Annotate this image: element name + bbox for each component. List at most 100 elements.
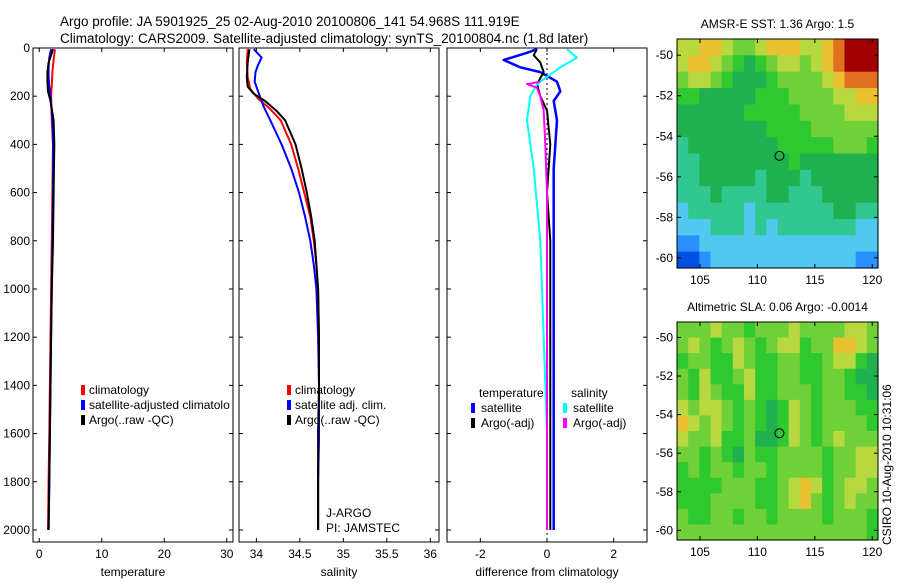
sla_map-cell <box>822 524 834 541</box>
sla_map-cell <box>766 508 779 526</box>
sst_map-cell <box>822 39 834 56</box>
sla_map-ytick-label: -50 <box>656 330 674 344</box>
sla_map-cell <box>777 493 790 510</box>
sst_map-cell <box>699 218 712 236</box>
sla_map-cell <box>766 446 779 463</box>
temperature-ytick-label: 1400 <box>3 378 30 392</box>
sst_map-cell <box>811 71 823 89</box>
temperature-ytick-label: 800 <box>10 234 30 248</box>
sla_map-cell <box>744 384 756 401</box>
sst_map-cell <box>777 88 790 106</box>
sla_map-cell <box>811 431 823 448</box>
sst_map-cell <box>721 120 734 138</box>
sst_map-cell <box>766 88 779 106</box>
sla_map-cell <box>811 322 823 339</box>
sst_map-ytick-label: -60 <box>656 251 674 265</box>
sst_map-cell <box>866 251 879 269</box>
sla_map-cell <box>766 493 779 510</box>
sla_map-cell <box>721 322 734 339</box>
difference-xtick-label: 0 <box>544 547 551 561</box>
difference-legend-label: satellite <box>573 401 614 415</box>
sla_map-cell <box>788 462 801 479</box>
sla_map-cell <box>766 431 779 448</box>
sst_map-cell <box>855 186 868 204</box>
sst_map-cell <box>822 137 834 155</box>
sla_map-title: Altimetric SLA: 0.06 Argo: -0.0014 <box>687 300 868 314</box>
sst_map-cell <box>732 137 745 155</box>
sla_map-cell <box>721 415 734 432</box>
difference-xlabel: difference from climatology <box>475 565 618 579</box>
sla_map-cell <box>822 384 834 401</box>
sla_map-cell <box>688 508 700 526</box>
sst_map-cell <box>788 88 801 106</box>
sla_map-cell <box>688 431 700 448</box>
sla_map-cell <box>710 446 723 463</box>
sst_map-cell <box>833 218 846 236</box>
sla_map-cell <box>688 462 700 479</box>
sla_map-cell <box>844 493 857 510</box>
sst_map-cell <box>710 251 723 269</box>
sla_map-cell <box>788 493 801 510</box>
sla_map-cell <box>677 508 689 526</box>
sla_map-cell <box>710 415 723 432</box>
sst_map-cell <box>710 202 723 220</box>
sla_map-cell <box>677 384 689 401</box>
sla_map-cell <box>777 368 790 385</box>
sst_map-cell <box>755 202 767 220</box>
sst_map-cell <box>777 137 790 155</box>
difference-series-temperature-argo-adj- <box>532 48 552 530</box>
sla_map-xtick-label: 120 <box>862 545 882 559</box>
sst_map-cell <box>699 88 712 106</box>
sst_map-cell <box>833 137 846 155</box>
sla_map-cell <box>855 384 868 401</box>
sla_map-cell <box>732 477 745 494</box>
temperature-legend-label: satellite-adjusted climatolo <box>89 398 230 412</box>
sla_map-cell <box>732 322 745 339</box>
sla_map-cell <box>755 415 767 432</box>
sst_map-cell <box>844 186 857 204</box>
sst_map-cell <box>866 88 879 106</box>
sla_map-cell <box>866 384 879 401</box>
sla_map-cell <box>732 462 745 479</box>
sst_map-cell <box>744 71 756 89</box>
sst_map-ytick-label: -54 <box>656 129 674 143</box>
sla_map-cell <box>710 462 723 479</box>
sla_map-cell <box>721 493 734 510</box>
sla_map-cell <box>755 431 767 448</box>
sst_map-cell <box>688 235 700 253</box>
sst_map-cell <box>710 71 723 89</box>
sst_map-cell <box>799 104 812 122</box>
sst_map-cell <box>710 186 723 204</box>
sst_map-cell <box>855 137 868 155</box>
sla_map-ytick-label: -56 <box>656 446 674 460</box>
sst_map-cell <box>822 120 834 138</box>
sla_map-cell <box>855 353 868 370</box>
sla_map-cell <box>710 337 723 354</box>
sst_map-cell <box>811 202 823 220</box>
sla_map-cell <box>677 462 689 479</box>
sla_map-cell <box>855 524 868 541</box>
salinity-xtick-label: 36 <box>424 547 438 561</box>
sla_map-cell <box>699 353 712 370</box>
sla_map-cell <box>866 353 879 370</box>
sst_map-cell <box>755 39 767 56</box>
sla_map-cell <box>811 493 823 510</box>
sst_map-cell <box>844 235 857 253</box>
sla_map-cell <box>855 322 868 339</box>
sst_map-cell <box>811 137 823 155</box>
sst_map-cell <box>811 153 823 171</box>
figure-title-line2: Climatology: CARS2009. Satellite-adjuste… <box>60 31 588 46</box>
sst_map-cell <box>744 120 756 138</box>
difference-xtick-label: -2 <box>475 547 486 561</box>
sla_map-cell <box>788 368 801 385</box>
sla_map-cell <box>844 368 857 385</box>
sst_map-cell <box>844 218 857 236</box>
sst_map-cell <box>811 88 823 106</box>
sla_map-cell <box>710 353 723 370</box>
sla_map-cell <box>755 399 767 417</box>
sst_map-cell <box>766 71 779 89</box>
sst_map-cell <box>788 39 801 56</box>
temperature-legend-label: climatology <box>89 383 149 397</box>
sst_map-cell <box>766 137 779 155</box>
sla_map-cell <box>721 508 734 526</box>
